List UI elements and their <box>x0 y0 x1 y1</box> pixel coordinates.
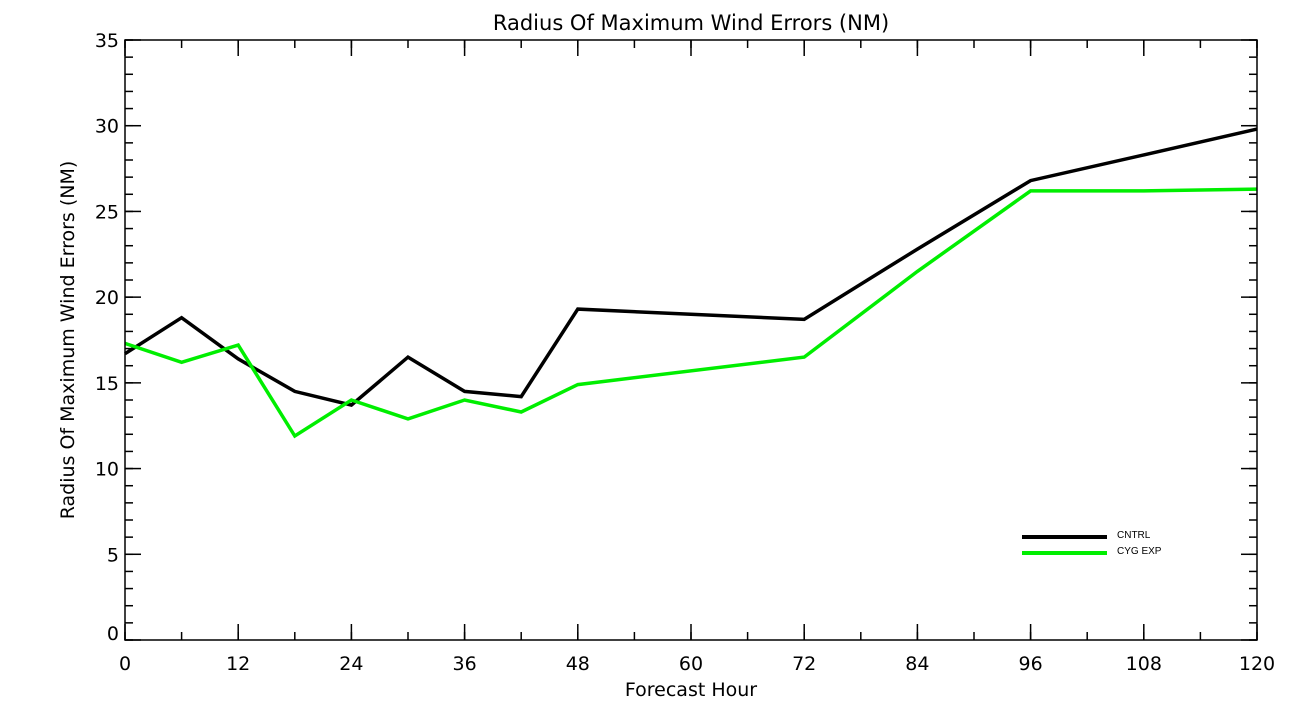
y-tick-label: 20 <box>95 287 119 309</box>
ticks-layer: 0 12 24 36 48 60 72 84 96 108 120 0 5 10 15 20 25 30 35 <box>95 30 1275 675</box>
chart-title: Radius Of Maximum Wind Errors (NM) <box>493 11 889 35</box>
legend-label-cntrl: CNTRL <box>1117 530 1151 541</box>
y-tick-label: 5 <box>107 544 119 566</box>
legend: CNTRL CYG EXP <box>1022 530 1162 557</box>
y-axis-label: Radius Of Maximum Wind Errors (NM) <box>57 161 79 520</box>
series-line-cntrl <box>124 127 1258 408</box>
y-tick-label: 0 <box>107 623 119 645</box>
x-tick-label: 84 <box>905 653 929 675</box>
plot-area-frame <box>124 39 1258 641</box>
x-tick-label: 60 <box>679 653 703 675</box>
x-tick-label: 36 <box>453 653 477 675</box>
x-tick-label: 96 <box>1019 653 1043 675</box>
x-tick-label: 24 <box>339 653 363 675</box>
x-tick-label: 12 <box>226 653 250 675</box>
x-tick-label: 108 <box>1126 653 1162 675</box>
x-tick-label: 72 <box>792 653 816 675</box>
x-axis-label: Forecast Hour <box>625 679 757 701</box>
series-line-cyg-exp <box>124 187 1258 439</box>
y-tick-label: 10 <box>95 459 119 481</box>
x-tick-label: 48 <box>566 653 590 675</box>
x-tick-label: 120 <box>1239 653 1275 675</box>
legend-label-cyg-exp: CYG EXP <box>1117 546 1162 557</box>
y-tick-label: 25 <box>95 201 119 223</box>
series-layer <box>124 127 1258 439</box>
y-tick-label: 35 <box>95 30 119 52</box>
x-tick-label: 0 <box>119 653 131 675</box>
y-tick-label: 30 <box>95 116 119 138</box>
y-tick-label: 15 <box>95 373 119 395</box>
